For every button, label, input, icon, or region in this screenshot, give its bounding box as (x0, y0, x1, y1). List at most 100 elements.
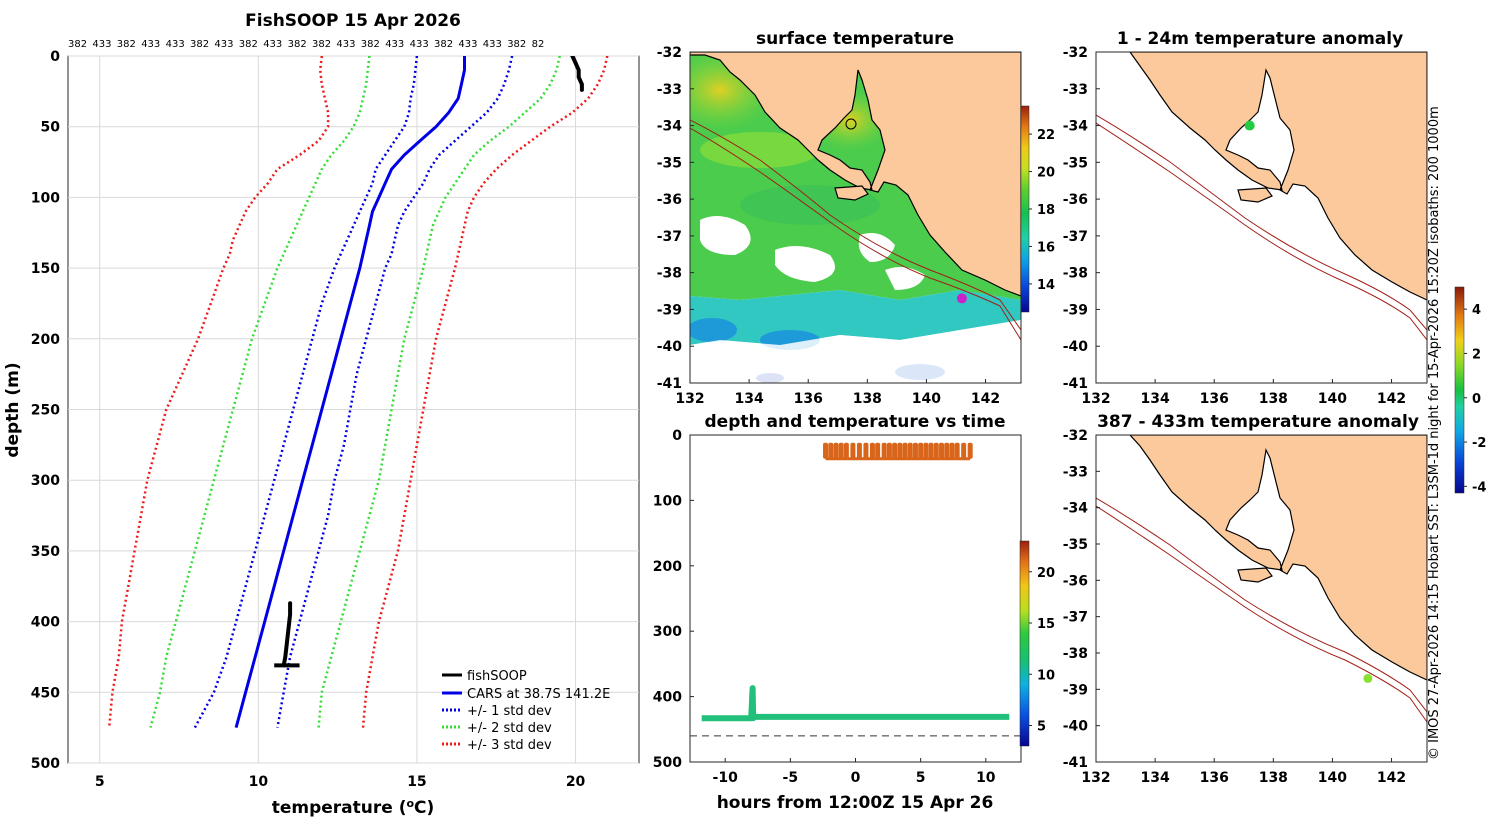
profile-y-ticks: 0 50 100 150 200 250 300 350 400 450 500 (31, 49, 60, 772)
sst-map-panel: 132 134 136 138 140 142 -32 -33 -34 -35 -36 -37 -38… (657, 29, 1055, 407)
time-temp-spike (892, 442, 898, 459)
anomaly1-isobath-1000 (1096, 122, 1427, 341)
anomaly1-kangaroo-island (1237, 187, 1273, 203)
profile-top-label: 433 (166, 39, 185, 50)
time-temp-spike (954, 442, 960, 459)
time-temp-spike (944, 442, 950, 459)
anomaly2-x-tick-label: 140 (1318, 770, 1347, 786)
anomaly2-y-tick-label: -33 (1063, 464, 1088, 480)
profile-y-tick-label: 250 (31, 403, 60, 419)
anomaly2-x-tick-label: 132 (1081, 770, 1110, 786)
sst-location-marker (956, 293, 967, 304)
sst-small-circle (845, 118, 857, 130)
profile-top-label: 433 (410, 39, 429, 50)
sst-y-tick-label: -33 (657, 82, 682, 98)
anomaly2-isobath-1000 (1096, 505, 1427, 723)
time-temp-spike (863, 442, 869, 459)
sst-cool-band (690, 290, 1021, 345)
time-temp-spike (923, 442, 929, 459)
time-colorbar-tick-label: 15 (1037, 617, 1055, 632)
sst-x-tick-label: 132 (675, 391, 704, 407)
profile-y-tick-label: 350 (31, 544, 60, 560)
sst-y-ticks: -32 -33 -34 -35 -36 -37 -38 -39 -40 -41 (657, 45, 694, 392)
time-temp-spike (875, 442, 881, 459)
profile-x-tick-label: 15 (407, 774, 426, 790)
profile-panel: 5 10 15 20 0 50 100 150 200 250 300 350 400 450 500 3… (3, 11, 640, 819)
sst-x-tick-label: 136 (794, 391, 823, 407)
anomaly2-isobath-200 (1096, 497, 1427, 713)
anomaly-colorbar-tick-label: -2 (1472, 436, 1486, 451)
time-x-tick-label: 0 (851, 770, 861, 786)
anomaly1-y-ticks: -32 -33 -34 -35 -36 -37 -38 -39 -40 -41 (1063, 45, 1100, 392)
sst-kangaroo-island (834, 185, 869, 201)
profile-y-tick-label: 50 (41, 120, 61, 136)
sst-x-tick-label: 142 (971, 391, 1000, 407)
sst-x-tick-label: 138 (853, 391, 882, 407)
profile-top-label: 433 (385, 39, 404, 50)
profile-y-tick-label: 200 (31, 332, 60, 348)
time-traces (690, 442, 1021, 737)
profile-top-label: 382 (239, 39, 258, 50)
profile-top-label: 382 (507, 39, 526, 50)
sst-y-tick-label: -41 (657, 376, 682, 392)
profile-top-label: 433 (263, 39, 282, 50)
time-temp-spike (828, 442, 834, 459)
profile-top-label: 382 (190, 39, 209, 50)
anomaly2-x-tick-label: 138 (1259, 770, 1288, 786)
profile-title: FishSOOP 15 Apr 2026 (245, 11, 461, 31)
anomaly2-location-marker (1363, 673, 1373, 683)
profile-top-label: 433 (141, 39, 160, 50)
anomaly-map-2-panel: 132 134 136 138 140 142 -32 -33 -34 -35 -36 -37 -38… (1063, 412, 1428, 786)
profile-top-label: 433 (458, 39, 477, 50)
time-colorbar-tick-label: 20 (1037, 566, 1055, 581)
profile-y-tick-label: 100 (31, 190, 60, 206)
sst-y-tick-label: -37 (657, 229, 682, 245)
profile-y-tick-label: 0 (50, 49, 60, 65)
anomaly-map-1-panel: 132 134 136 138 140 142 -32 -33 -34 -35 -36 -37 -38… (1063, 29, 1428, 407)
profile-top-label: 382 (288, 39, 307, 50)
time-temp-spike (967, 442, 973, 459)
time-temp-spike (850, 442, 856, 459)
time-temp-spike (939, 442, 945, 459)
profile-y-tick-label: 450 (31, 685, 60, 701)
anomaly2-y-tick-label: -32 (1063, 428, 1088, 444)
time-temp-spike (838, 442, 844, 459)
credit-text: © IMOS 27-Apr-2026 14:15 Hobart SST: L3S… (1427, 106, 1442, 760)
profile-x-label: temperature (oC) (272, 797, 435, 819)
profile-top-labels: 382 433 382 433 433 382 433 382 433 382 382 433 382 4… (68, 39, 544, 50)
time-y-tick-label: 100 (653, 493, 682, 509)
profile-series-line (361, 56, 609, 728)
profile-y-label: depth (m) (3, 362, 23, 457)
profile-top-label: 382 (312, 39, 331, 50)
legend-fishsoop: fishSOOP (467, 669, 527, 684)
time-temp-spike (961, 442, 967, 459)
sst-y-tick-label: -39 (657, 302, 682, 318)
anomaly-colorbar (1454, 286, 1465, 494)
time-temp-spike (881, 442, 887, 459)
anomaly1-x-tick-label: 134 (1140, 391, 1169, 407)
profile-series-line (107, 56, 330, 728)
sst-y-tick-label: -40 (657, 339, 683, 355)
profile-x-ticks: 5 10 15 20 (95, 774, 586, 790)
time-x-ticks: -10 -5 0 5 10 (713, 758, 996, 786)
time-y-tick-label: 0 (672, 428, 682, 444)
time-colorbar-ticks: 5 10 15 20 (1029, 566, 1055, 735)
anomaly2-x-tick-label: 136 (1200, 770, 1229, 786)
profile-y-tick-label: 500 (31, 756, 60, 772)
anomaly-colorbar-tick-label: 2 (1472, 347, 1481, 362)
anomaly1-y-tick-label: -39 (1063, 302, 1088, 318)
time-y-tick-label: 400 (653, 690, 682, 706)
fishsoop-segment (281, 601, 293, 668)
time-temp-spike (933, 442, 939, 459)
sst-colorbar-tick-label: 18 (1037, 203, 1055, 218)
profile-legend: fishSOOP CARS at 38.7S 141.2E +/- 1 std … (442, 669, 610, 753)
profile-top-label: 382 (117, 39, 136, 50)
profile-grid (68, 55, 639, 764)
time-temp-spike (869, 442, 875, 459)
time-y-tick-label: 500 (653, 755, 682, 771)
anomaly1-y-tick-label: -40 (1063, 339, 1089, 355)
time-temp-spike (949, 442, 955, 459)
sst-isobath-1000 (690, 127, 1021, 341)
sst-x-ticks: 132 134 136 138 140 142 (675, 379, 1000, 407)
profile-series-line (276, 56, 514, 728)
